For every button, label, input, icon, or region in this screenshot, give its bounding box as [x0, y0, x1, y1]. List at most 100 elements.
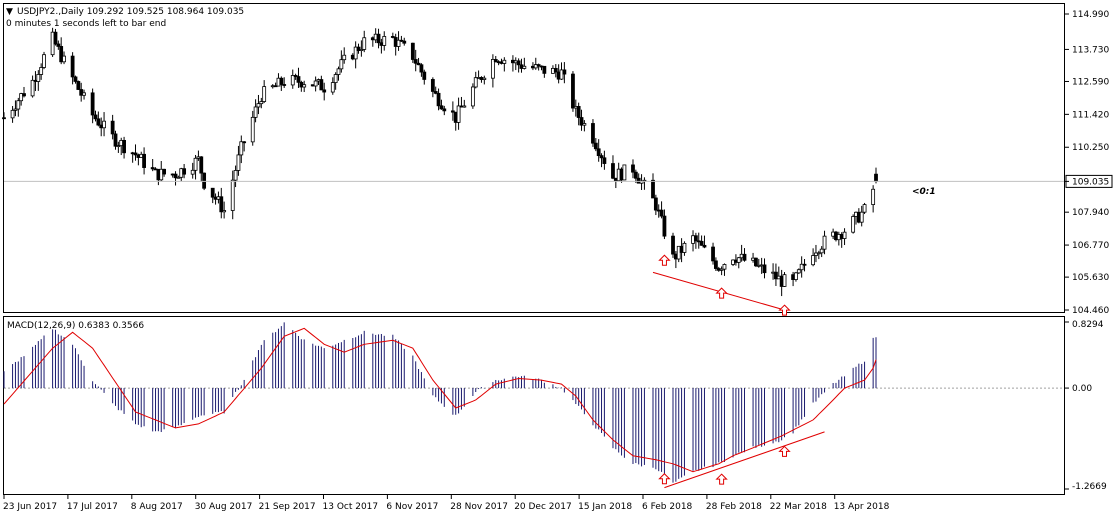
- candle-up: [470, 86, 475, 107]
- price-tick-label: 109.035: [1072, 177, 1109, 187]
- time-tick-label: 28 Nov 2017: [450, 502, 508, 512]
- candle-up: [230, 179, 235, 211]
- candle-down: [611, 163, 615, 179]
- candle-up: [159, 168, 164, 181]
- candle-down: [450, 110, 455, 113]
- time-axis: 23 Jun 2017 17 Jul 2017 8 Aug 2017 30 Aug 2…: [3, 494, 890, 512]
- candle-down: [713, 260, 718, 269]
- candle-up: [682, 242, 687, 253]
- time-tick-label: 6 Feb 2018: [642, 502, 693, 512]
- candle-down: [22, 93, 26, 97]
- candle-down: [693, 235, 698, 242]
- candle-up: [822, 235, 827, 250]
- price-layer: [2, 27, 1064, 316]
- candle-up: [719, 268, 724, 271]
- time-tick-label: 28 Feb 2018: [706, 502, 762, 512]
- macd-up-arrow-icon: [715, 473, 728, 485]
- macd-label: MACD(12,26,9) 0.6383 0.3566: [7, 321, 144, 331]
- candle-up: [42, 54, 46, 68]
- candle-down: [419, 64, 424, 73]
- time-tick-label: 20 Dec 2017: [514, 502, 572, 512]
- bar-timer: 0 minutes 1 seconds left to bar end: [6, 19, 166, 29]
- candle-up: [30, 79, 35, 97]
- candle-down: [53, 31, 58, 45]
- candle-up: [36, 74, 41, 82]
- candle-down: [754, 257, 758, 267]
- candle-up: [290, 75, 295, 86]
- candle-up: [811, 255, 816, 266]
- candle-up: [39, 67, 44, 75]
- candle-down: [199, 156, 204, 174]
- candle-down: [162, 168, 167, 175]
- candle-down: [433, 91, 438, 94]
- time-tick-label: 30 Aug 2017: [195, 502, 253, 512]
- time-tick-label: 21 Sep 2017: [259, 502, 316, 512]
- macd-tick-label: 0.8294: [1072, 320, 1104, 330]
- symbol-info: USDJPY2.,Daily 109.292 109.525 108.964 1…: [17, 7, 244, 17]
- candle-down: [110, 120, 115, 135]
- candle-down: [113, 133, 118, 147]
- candle-down: [70, 55, 75, 78]
- candle-up: [582, 123, 587, 126]
- candle-down: [593, 142, 598, 150]
- candle-down: [133, 152, 138, 156]
- candle-down: [602, 157, 607, 164]
- candle-down: [516, 60, 521, 66]
- candle-up: [62, 55, 66, 63]
- candle-down: [413, 59, 418, 64]
- candle-down: [422, 71, 427, 80]
- collapse-triangle-icon[interactable]: ▼: [6, 7, 13, 17]
- up-arrow-icon: [715, 287, 728, 299]
- candle-up: [396, 39, 401, 47]
- candle-up: [559, 69, 564, 80]
- candle-down: [293, 75, 298, 77]
- candle-up: [782, 274, 787, 287]
- candle-down: [762, 264, 767, 274]
- candle-up: [502, 59, 507, 64]
- candle-down: [493, 59, 498, 63]
- candle-down: [439, 105, 444, 110]
- candle-up: [116, 145, 121, 148]
- price-axis: 114.990 113.730 112.590 111.420 110.250 109.0…: [1064, 10, 1113, 316]
- candle-down: [56, 43, 61, 47]
- candle-up: [102, 120, 106, 129]
- price-tick-label: 107.940: [1072, 208, 1109, 218]
- up-arrow-icon: [778, 304, 791, 316]
- candle-down: [596, 148, 601, 157]
- candle-up: [336, 68, 341, 75]
- candle-down: [742, 253, 747, 261]
- candle-up: [456, 105, 461, 123]
- candle-up: [302, 84, 307, 88]
- price-tick-label: 111.420: [1072, 110, 1109, 120]
- candle-down: [599, 155, 604, 159]
- candle-up: [462, 105, 467, 108]
- price-tick-label: 112.590: [1072, 77, 1109, 87]
- candle-down: [219, 196, 224, 213]
- candle-down: [59, 46, 64, 63]
- candle-down: [579, 117, 584, 126]
- candle-up: [236, 154, 241, 171]
- candle-down: [402, 40, 407, 44]
- candle-down: [356, 46, 361, 51]
- candle-down: [711, 246, 715, 262]
- candle-up: [233, 170, 238, 181]
- candle-down: [653, 197, 658, 211]
- candle-down: [76, 81, 81, 90]
- candle-up: [362, 37, 367, 50]
- macd-trendline: [664, 431, 825, 489]
- candle-up: [796, 269, 801, 274]
- candle-up: [13, 108, 18, 111]
- price-tick-label: 104.460: [1072, 306, 1109, 316]
- time-tick-label: 13 Oct 2017: [323, 502, 379, 512]
- price-tick-label: 113.730: [1072, 45, 1109, 55]
- price-tick-label: 110.250: [1072, 143, 1109, 153]
- price-tick-label: 114.990: [1072, 10, 1109, 20]
- candle-down: [90, 92, 95, 116]
- candle-up: [176, 176, 181, 179]
- candle-up: [239, 141, 244, 156]
- candle-up: [473, 77, 478, 88]
- candle-down: [319, 79, 324, 91]
- candle-down: [430, 79, 435, 92]
- candle-up: [859, 211, 864, 223]
